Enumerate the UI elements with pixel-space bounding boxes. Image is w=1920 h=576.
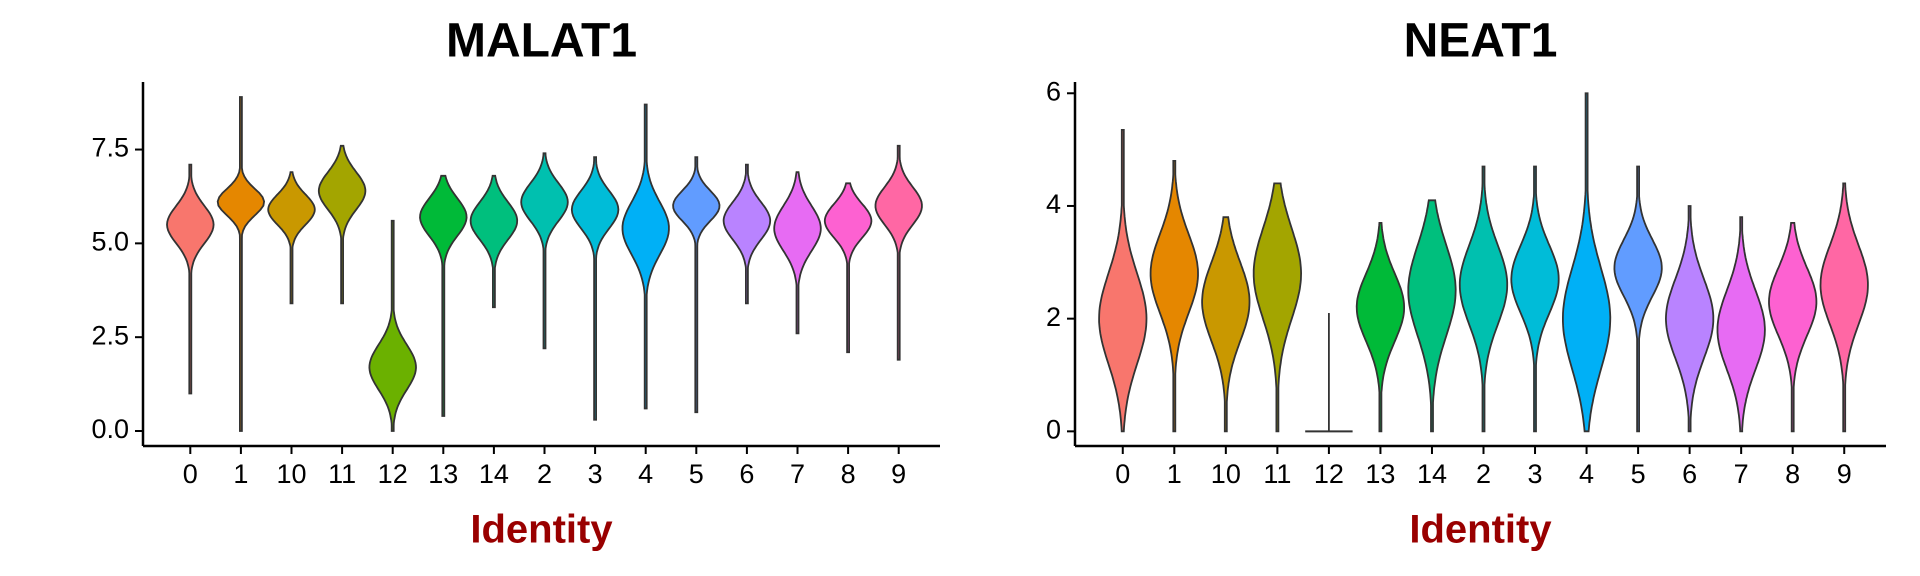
violin — [1768, 222, 1818, 433]
x-tick-label: 9 — [1837, 459, 1852, 489]
violin — [1098, 129, 1148, 433]
x-tick-label: 1 — [233, 459, 248, 489]
violin — [672, 156, 721, 414]
violin — [368, 219, 417, 432]
violin — [1458, 165, 1509, 433]
x-tick-label: 9 — [891, 459, 906, 489]
violin — [520, 152, 569, 350]
x-axis-label: Identity — [1409, 508, 1552, 552]
y-tick-label: 4 — [1046, 189, 1061, 219]
y-tick-label: 7.5 — [91, 133, 129, 163]
x-tick-label: 12 — [378, 459, 408, 489]
violin — [419, 174, 468, 417]
x-tick-label: 8 — [1785, 459, 1800, 489]
violin — [570, 156, 620, 421]
y-tick-label: 0.0 — [91, 414, 129, 444]
violin — [469, 174, 519, 309]
violin — [773, 171, 822, 335]
violin — [1562, 92, 1612, 433]
x-tick-label: 10 — [1211, 459, 1241, 489]
violin — [1716, 216, 1766, 433]
x-tick-label: 10 — [276, 459, 306, 489]
violin — [874, 144, 923, 361]
x-tick-label: 4 — [638, 459, 653, 489]
x-tick-label: 0 — [183, 459, 198, 489]
violin — [1613, 165, 1663, 433]
violin — [1252, 182, 1303, 433]
x-tick-label: 11 — [328, 459, 356, 489]
x-tick-label: 7 — [1734, 459, 1749, 489]
violin — [1819, 182, 1869, 433]
violin — [1355, 222, 1405, 433]
y-tick-label: 0 — [1046, 414, 1061, 444]
x-tick-label: 2 — [1476, 459, 1491, 489]
y-tick-label: 2.5 — [91, 320, 129, 350]
x-axis-label: Identity — [470, 508, 613, 552]
violin — [1407, 199, 1457, 433]
x-tick-label: 7 — [790, 459, 805, 489]
x-tick-label: 6 — [739, 459, 754, 489]
y-tick-label: 6 — [1046, 76, 1061, 106]
violin — [1510, 165, 1560, 433]
violin — [267, 171, 316, 305]
x-tick-label: 14 — [479, 459, 509, 489]
violin — [1201, 216, 1251, 433]
chart-title: NEAT1 — [1404, 15, 1558, 68]
x-tick-label: 5 — [689, 459, 704, 489]
violin — [1149, 160, 1199, 433]
x-tick-label: 5 — [1631, 459, 1646, 489]
y-tick-label: 2 — [1046, 302, 1061, 332]
violin — [823, 182, 873, 354]
violin — [1664, 205, 1715, 433]
x-tick-label: 13 — [428, 459, 458, 489]
x-tick-label: 3 — [588, 459, 603, 489]
x-tick-label: 1 — [1167, 459, 1182, 489]
x-tick-label: 8 — [841, 459, 856, 489]
violin — [166, 163, 215, 395]
violin — [722, 163, 772, 305]
violin — [621, 103, 670, 410]
x-tick-label: 4 — [1579, 459, 1594, 489]
x-tick-label: 6 — [1682, 459, 1697, 489]
x-tick-label: 14 — [1417, 459, 1447, 489]
x-tick-label: 0 — [1115, 459, 1130, 489]
violin — [317, 144, 367, 305]
y-tick-label: 5.0 — [91, 226, 129, 256]
x-tick-label: 2 — [537, 459, 552, 489]
x-tick-label: 3 — [1528, 459, 1543, 489]
x-tick-label: 11 — [1263, 459, 1291, 489]
violin — [216, 96, 266, 432]
x-tick-label: 12 — [1314, 459, 1344, 489]
chart-title: MALAT1 — [446, 15, 637, 68]
x-tick-label: 13 — [1365, 459, 1395, 489]
